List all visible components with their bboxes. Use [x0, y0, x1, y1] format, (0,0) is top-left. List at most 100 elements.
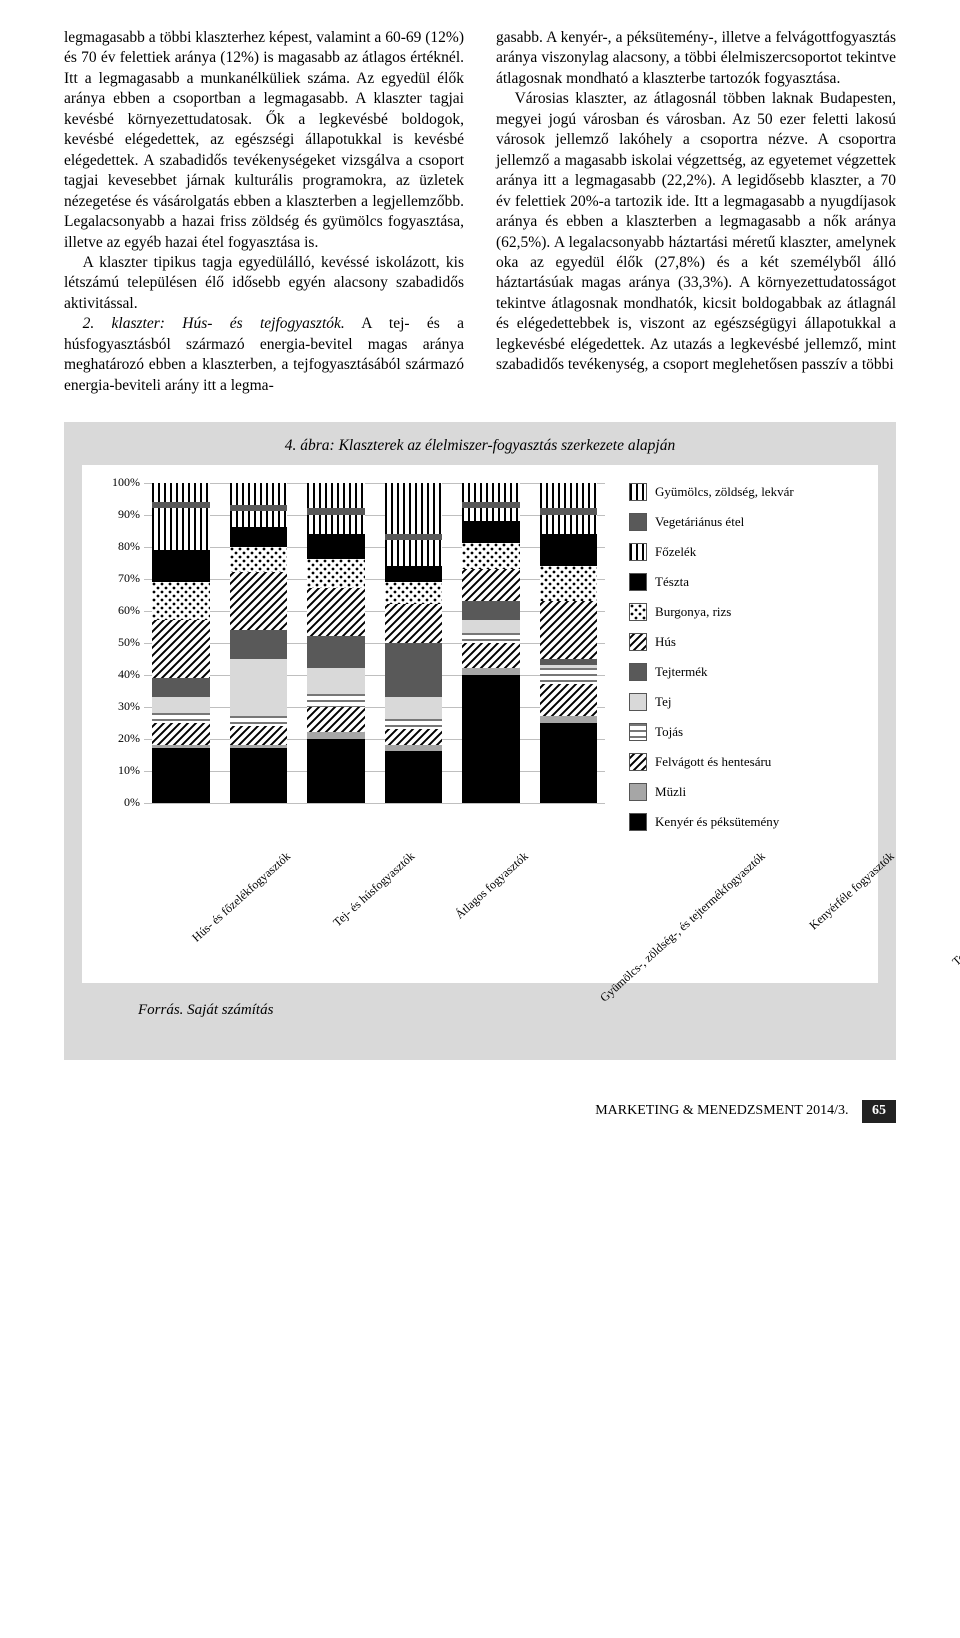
legend-label: Főzelék	[655, 543, 696, 560]
bar-segment-kenyer	[307, 739, 365, 803]
bars-group	[144, 483, 605, 803]
legend-row: Tojás	[629, 723, 864, 741]
legend-row: Főzelék	[629, 543, 864, 561]
y-axis-label: 80%	[96, 539, 140, 555]
y-axis-label: 30%	[96, 699, 140, 715]
legend-row: Tej	[629, 693, 864, 711]
legend-swatch	[629, 813, 647, 831]
x-axis-label: Átlagos fogyasztók	[452, 849, 601, 1000]
legend-swatch	[629, 543, 647, 561]
legend-label: Müzli	[655, 783, 686, 800]
bar-segment-burgonya	[462, 543, 520, 569]
bar-segment-teszta	[540, 534, 598, 566]
figure-source: Forrás. Saját számítás	[138, 1001, 878, 1021]
bar-segment-hus	[230, 572, 288, 630]
cluster-heading: 2. klaszter: Hús- és tejfogyasztók.	[83, 315, 345, 332]
legend-swatch	[629, 693, 647, 711]
bar-segment-gyumolcs	[385, 483, 443, 534]
bar-segment-kenyer	[230, 748, 288, 802]
bar-segment-tej	[385, 697, 443, 719]
legend-row: Vegetáriánus étel	[629, 513, 864, 531]
figure-box: 4. ábra: Klaszterek az élelmiszer-fogyas…	[64, 422, 896, 1060]
bar-segment-tojas	[230, 716, 288, 726]
bar-segment-tojas	[307, 694, 365, 707]
y-axis-label: 100%	[96, 475, 140, 491]
legend-label: Tészta	[655, 573, 689, 590]
bar-segment-teszta	[385, 566, 443, 582]
bar-segment-teszta	[462, 521, 520, 543]
bar-segment-fozelek	[152, 508, 210, 550]
bar-segment-gyumolcs	[230, 483, 288, 505]
bar-segment-hus	[152, 620, 210, 678]
x-axis-label: Kenyérféle fogyasztók	[806, 849, 960, 1011]
chart-legend: Gyümölcs, zöldség, lekvárVegetáriánus ét…	[605, 483, 864, 843]
bar-segment-kenyer	[385, 751, 443, 802]
chart-x-labels: Hús- és főzelékfogyasztókTej- és húsfogy…	[144, 853, 912, 973]
bar-segment-felvagott	[462, 643, 520, 669]
legend-swatch	[629, 483, 647, 501]
stacked-bar	[152, 483, 210, 803]
bar-segment-kenyer	[152, 748, 210, 802]
legend-label: Felvágott és hentesáru	[655, 753, 771, 770]
bar-segment-tojas	[540, 668, 598, 684]
stacked-bar	[540, 483, 598, 803]
y-axis-label: 70%	[96, 571, 140, 587]
para: legmagasabb a többi klaszterhez képest, …	[64, 28, 464, 253]
bar-segment-gyumolcs	[152, 483, 210, 502]
bar-segment-kenyer	[462, 675, 520, 803]
bar-segment-hus	[385, 604, 443, 642]
para: A klaszter tipikus tagja egyedülálló, ke…	[64, 253, 464, 314]
page: legmagasabb a többi klaszterhez képest, …	[0, 0, 960, 1163]
bar-segment-tojas	[385, 719, 443, 729]
bar-segment-fozelek	[462, 508, 520, 521]
bar-segment-tej	[462, 620, 520, 633]
bar-segment-fozelek	[230, 511, 288, 527]
y-axis-label: 60%	[96, 603, 140, 619]
bar-segment-teszta	[230, 527, 288, 546]
bar-segment-fozelek	[385, 540, 443, 566]
legend-row: Hús	[629, 633, 864, 651]
bar-segment-felvagott	[540, 684, 598, 716]
bar-segment-hus	[540, 601, 598, 659]
legend-row: Felvágott és hentesáru	[629, 753, 864, 771]
para: Városias klaszter, az átlagosnál többen …	[496, 89, 896, 375]
legend-label: Hús	[655, 633, 676, 650]
journal-name: MARKETING & MENEDZSMENT 2014/3.	[595, 1102, 848, 1120]
text-columns: legmagasabb a többi klaszterhez képest, …	[64, 28, 896, 396]
bar-segment-burgonya	[230, 547, 288, 573]
legend-swatch	[629, 633, 647, 651]
y-axis-label: 90%	[96, 507, 140, 523]
figure-title: 4. ábra: Klaszterek az élelmiszer-fogyas…	[82, 436, 878, 456]
bar-segment-tejtermek	[230, 630, 288, 659]
stacked-bar	[307, 483, 365, 803]
stacked-bar	[462, 483, 520, 803]
bar-segment-burgonya	[540, 566, 598, 601]
legend-label: Tejtermék	[655, 663, 708, 680]
bar-segment-burgonya	[152, 582, 210, 620]
gridline	[144, 803, 605, 804]
bar-segment-gyumolcs	[307, 483, 365, 509]
bar-segment-burgonya	[307, 559, 365, 588]
legend-row: Burgonya, rizs	[629, 603, 864, 621]
legend-row: Müzli	[629, 783, 864, 801]
bar-segment-tejtermek	[152, 678, 210, 697]
column-left: legmagasabb a többi klaszterhez képest, …	[64, 28, 464, 396]
chart-inner: 0%10%20%30%40%50%60%70%80%90%100% Gyümöl…	[96, 483, 864, 843]
y-axis-label: 0%	[96, 795, 140, 811]
bar-segment-teszta	[307, 534, 365, 560]
legend-row: Kenyér és péksütemény	[629, 813, 864, 831]
bar-segment-hus	[462, 569, 520, 601]
stacked-bar	[385, 483, 443, 803]
column-right: gasabb. A kenyér-, a péksütemény-, illet…	[496, 28, 896, 396]
legend-label: Vegetáriánus étel	[655, 513, 744, 530]
bar-segment-felvagott	[385, 729, 443, 745]
bar-segment-felvagott	[230, 726, 288, 745]
y-axis-label: 10%	[96, 763, 140, 779]
legend-swatch	[629, 663, 647, 681]
legend-label: Tej	[655, 693, 671, 710]
legend-label: Kenyér és péksütemény	[655, 813, 779, 830]
legend-row: Tejtermék	[629, 663, 864, 681]
legend-label: Tojás	[655, 723, 683, 740]
bar-segment-teszta	[152, 550, 210, 582]
legend-swatch	[629, 783, 647, 801]
